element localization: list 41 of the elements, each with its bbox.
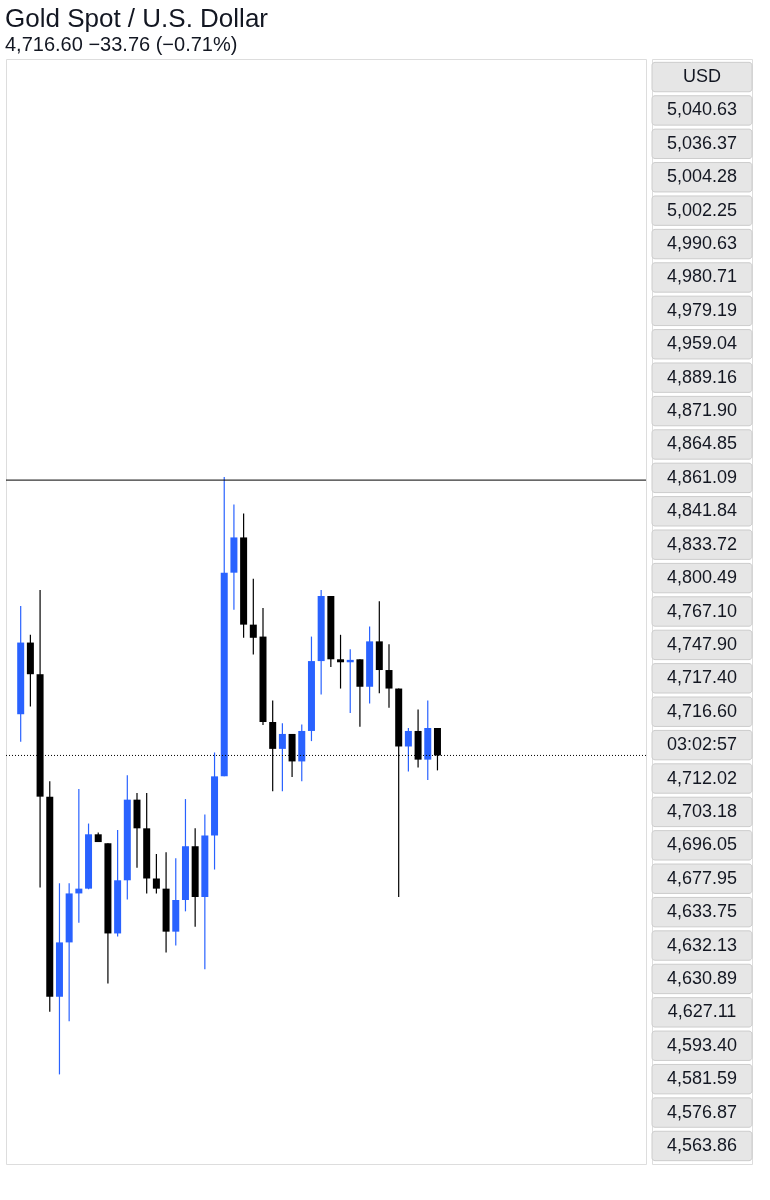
text: 4,979.19 xyxy=(666,299,738,320)
text: 4,627.11 xyxy=(667,1001,737,1022)
text: 5,036.37 xyxy=(666,132,738,153)
text: 4,677.95 xyxy=(666,867,738,888)
text: 4,833.72 xyxy=(666,533,738,554)
text: 4,630.89 xyxy=(666,967,738,988)
text: 4,889.16 xyxy=(666,366,738,387)
text: 03:02:57 xyxy=(666,734,738,755)
text: 4,632.13 xyxy=(666,934,738,955)
text: 4,871.90 xyxy=(666,400,738,421)
text: 4,747.90 xyxy=(666,633,738,654)
text: USD xyxy=(682,66,722,87)
text: 4,581.59 xyxy=(666,1068,738,1089)
chart-subtitle: 4,716.60 −33.76 (−0.71%) xyxy=(5,32,238,55)
candlestick xyxy=(152,853,160,895)
text: 4,703.18 xyxy=(666,800,738,821)
candlestick xyxy=(249,578,257,656)
candlestick xyxy=(385,643,393,709)
text: 4,563.86 xyxy=(666,1134,738,1155)
text: 4,576.87 xyxy=(666,1101,738,1122)
text: 4,696.05 xyxy=(666,834,738,855)
candlestick xyxy=(404,727,412,773)
text: 4,959.04 xyxy=(666,333,738,354)
text: 4,633.75 xyxy=(666,901,738,922)
text: 4,990.63 xyxy=(666,233,738,254)
text: 4,864.85 xyxy=(666,433,738,454)
chart-title: Gold Spot / U.S. Dollar xyxy=(5,2,269,33)
text: 4,716.60 xyxy=(666,700,738,721)
text: 5,004.28 xyxy=(666,166,738,187)
text: 4,861.09 xyxy=(666,466,738,487)
text: 4,593.40 xyxy=(666,1034,738,1055)
text: 5,002.25 xyxy=(666,199,738,220)
text: 4,980.71 xyxy=(666,266,738,287)
text: 5,040.63 xyxy=(666,99,738,120)
text: 4,800.49 xyxy=(666,567,738,588)
text: 4,717.40 xyxy=(666,667,738,688)
text: 4,841.84 xyxy=(666,500,738,521)
text: 4,767.10 xyxy=(666,600,738,621)
text: 4,712.02 xyxy=(666,767,738,788)
candlestick xyxy=(278,722,286,792)
candlestick xyxy=(337,634,345,690)
